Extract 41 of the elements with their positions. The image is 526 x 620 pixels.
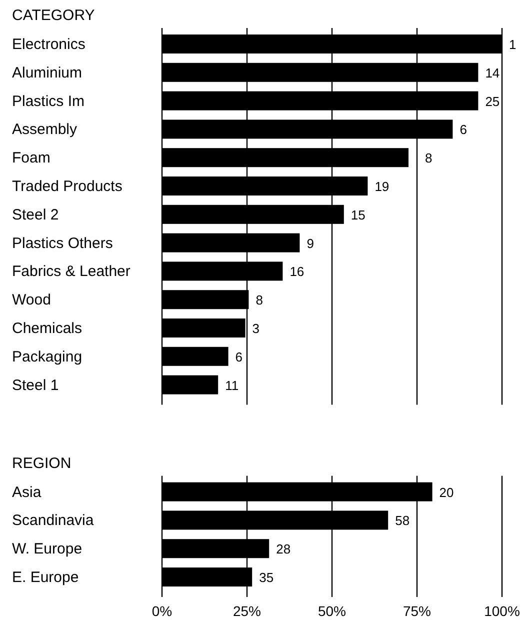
chart-title: CATEGORY bbox=[12, 7, 95, 24]
y-tick-label: W. Europe bbox=[12, 540, 82, 558]
annotation: 11 bbox=[225, 378, 239, 393]
annotation: 35 bbox=[259, 570, 274, 585]
annotation: 14 bbox=[485, 65, 500, 80]
y-tick-label: Electronics bbox=[12, 36, 86, 53]
annotation: 3 bbox=[252, 321, 260, 336]
annotation: 58 bbox=[395, 513, 410, 528]
y-tick-label: Steel 1 bbox=[12, 376, 59, 394]
y-tick-label: Aluminium bbox=[12, 64, 82, 82]
y-tick-label: Traded Products bbox=[12, 178, 122, 195]
y-tick-label: Wood bbox=[12, 292, 51, 309]
annotation: 16 bbox=[290, 264, 304, 280]
annotation: 15 bbox=[350, 207, 366, 222]
y-tick-label: Assembly bbox=[12, 121, 78, 138]
annotation: 6 bbox=[235, 349, 243, 364]
annotation: 19 bbox=[374, 179, 390, 194]
text: REGION bbox=[12, 454, 72, 472]
y-tick-label: Scandinavia bbox=[12, 512, 94, 530]
x-tick-label: 25% bbox=[232, 603, 262, 619]
y-tick-label: Plastics Im bbox=[12, 92, 85, 110]
annotation: 9 bbox=[306, 236, 314, 251]
y-tick-label: Foam bbox=[12, 150, 50, 167]
annotation: 28 bbox=[276, 542, 291, 557]
annotation: 6 bbox=[460, 122, 467, 138]
y-tick-label: Plastics Others bbox=[12, 234, 113, 252]
y-tick-label: Packaging bbox=[12, 348, 82, 366]
y-tick-label: Chemicals bbox=[12, 320, 82, 337]
annotation: 20 bbox=[439, 484, 454, 500]
x-tick-label: 75% bbox=[402, 603, 432, 619]
y-tick-label: E. Europe bbox=[12, 569, 79, 586]
x-tick-label: 100% bbox=[484, 603, 520, 619]
annotation: 8 bbox=[256, 292, 263, 308]
x-tick-label: 0% bbox=[152, 603, 172, 619]
y-tick-label: Steel 2 bbox=[12, 206, 59, 224]
x-tick-label: 50% bbox=[318, 603, 346, 619]
annotation: 25 bbox=[485, 94, 500, 109]
y-tick-label: Fabrics & Leather bbox=[12, 263, 130, 280]
annotation: 8 bbox=[425, 150, 432, 166]
annotation: 1 bbox=[509, 37, 516, 52]
y-tick-label: Asia bbox=[12, 484, 42, 501]
